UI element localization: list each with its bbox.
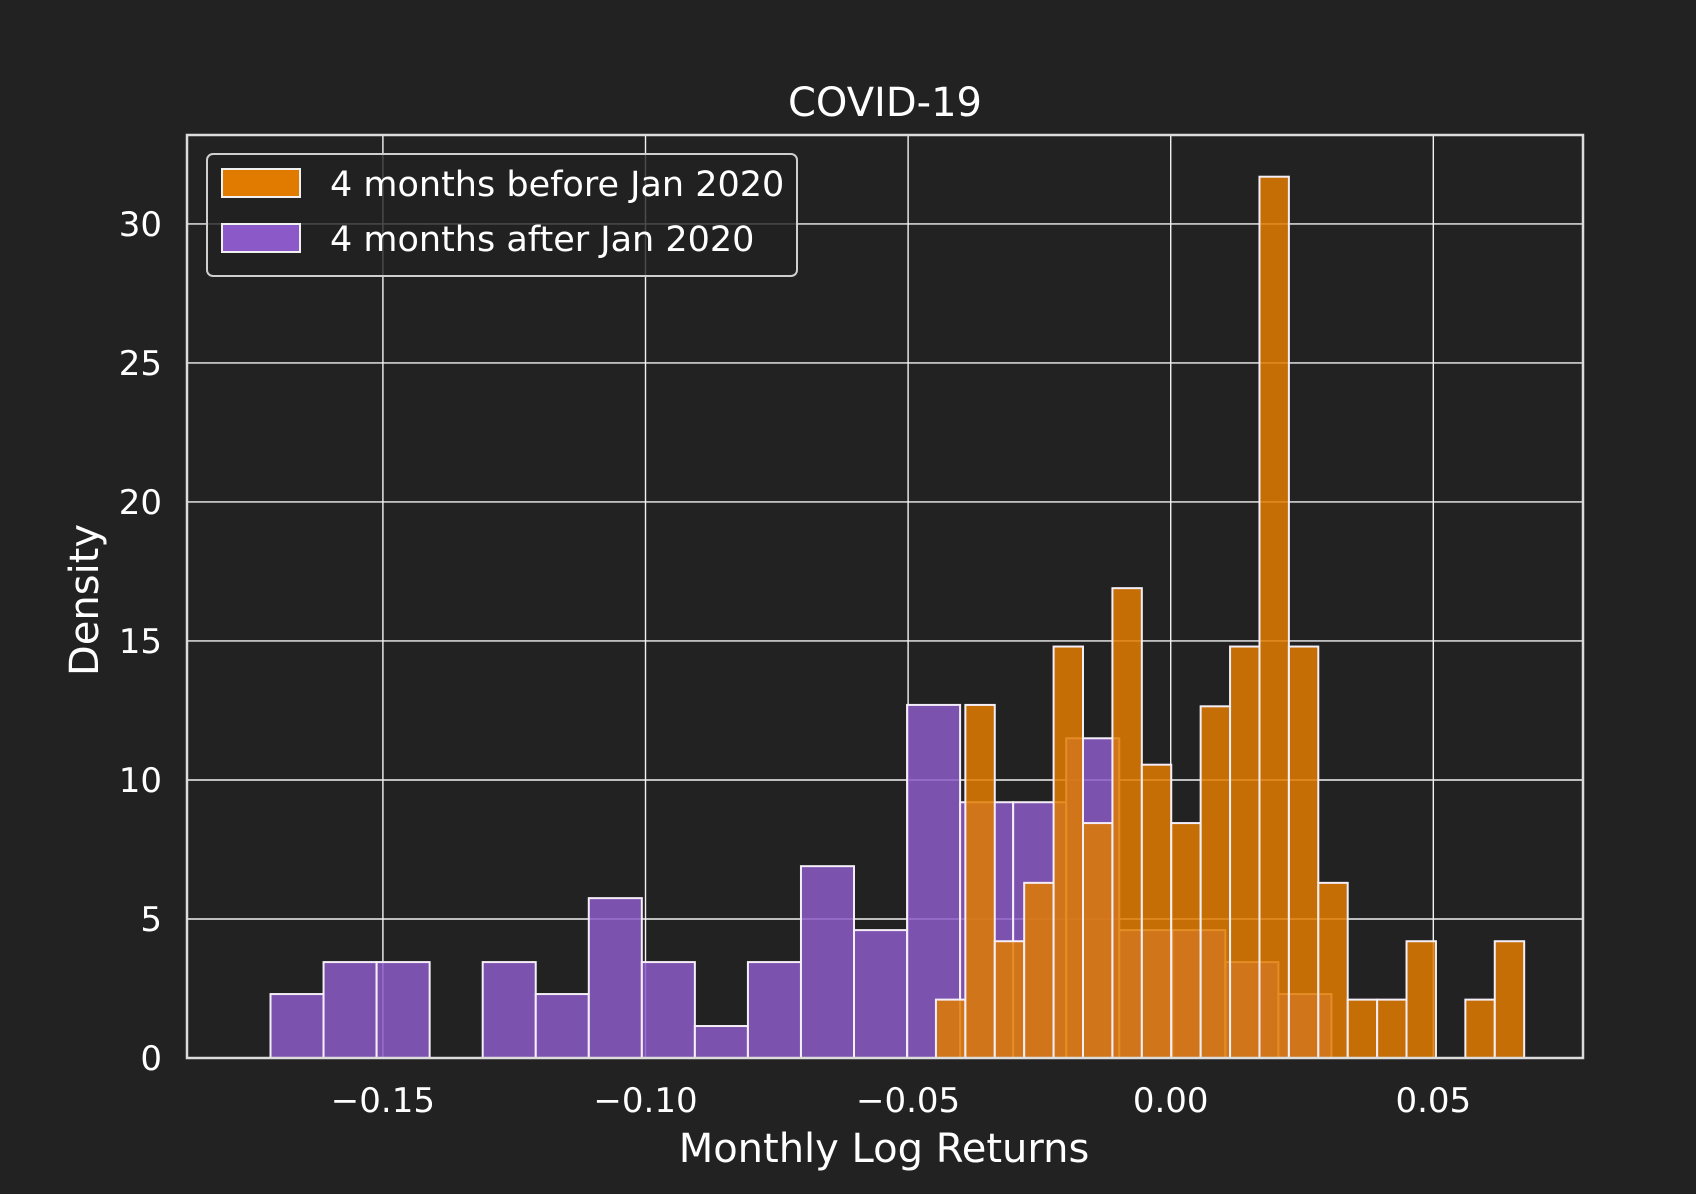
y-tick-labels: 0 5 10 15 20 25 30 xyxy=(119,205,162,1079)
chart-title: COVID-19 xyxy=(788,80,982,126)
bar-before xyxy=(1493,940,1526,1059)
legend-swatch-after xyxy=(221,223,301,253)
bar-before xyxy=(1199,705,1232,1059)
bar-after xyxy=(375,961,431,1059)
bar-after xyxy=(322,961,378,1059)
bar-after xyxy=(269,993,325,1060)
bar-after xyxy=(534,993,590,1060)
bar-before xyxy=(1346,998,1379,1060)
bar-before xyxy=(1023,881,1055,1059)
bar-before xyxy=(934,998,967,1060)
bar-before xyxy=(1140,763,1173,1059)
bar-before xyxy=(1317,881,1349,1059)
bar-before xyxy=(1052,645,1085,1059)
bar-after xyxy=(746,961,802,1059)
bar-before xyxy=(1376,998,1408,1060)
x-tick-label: 0.00 xyxy=(1133,1081,1209,1121)
legend-label-before: 4 months before Jan 2020 xyxy=(330,165,784,205)
y-tick-label: 30 xyxy=(119,205,162,245)
bar-after xyxy=(587,897,643,1059)
y-tick-label: 5 xyxy=(140,900,162,940)
x-tick-label: 0.05 xyxy=(1395,1081,1471,1121)
bar-before xyxy=(993,940,1026,1059)
bar-before xyxy=(1111,587,1143,1060)
bar-after xyxy=(799,865,856,1059)
x-tick-label: −0.10 xyxy=(593,1081,697,1121)
bar-before xyxy=(1082,822,1114,1060)
bar-before xyxy=(1170,822,1202,1060)
y-tick-label: 0 xyxy=(140,1039,162,1079)
x-axis-label: Monthly Log Returns xyxy=(679,1126,1090,1172)
bar-before xyxy=(1405,940,1437,1059)
bar-after xyxy=(640,961,696,1059)
bar-after xyxy=(693,1025,749,1059)
bar-before xyxy=(1258,175,1290,1060)
y-tick-label: 25 xyxy=(119,344,162,384)
bar-before xyxy=(1464,998,1496,1060)
bar-before xyxy=(964,703,996,1059)
x-tick-label: −0.05 xyxy=(856,1081,960,1121)
legend-box xyxy=(206,153,798,277)
plot-frame xyxy=(185,133,1585,1060)
bar-after xyxy=(853,929,909,1059)
legend-label-after: 4 months after Jan 2020 xyxy=(330,220,754,260)
legend-swatch-before xyxy=(221,168,301,198)
legend: 4 months before Jan 2020 4 months after … xyxy=(206,153,798,277)
bar-before xyxy=(1287,645,1320,1059)
series-before-bars xyxy=(934,175,1526,1060)
y-tick-label: 20 xyxy=(119,483,162,523)
x-tick-labels: −0.15 −0.10 −0.05 0.00 0.05 xyxy=(331,1081,1471,1121)
y-axis-label: Density xyxy=(62,524,108,676)
x-tick-label: −0.15 xyxy=(331,1081,435,1121)
grid-lines xyxy=(187,135,1583,1059)
bar-before xyxy=(1229,645,1261,1059)
y-tick-label: 15 xyxy=(119,622,162,662)
y-tick-label: 10 xyxy=(119,761,162,801)
bar-after xyxy=(481,961,537,1059)
